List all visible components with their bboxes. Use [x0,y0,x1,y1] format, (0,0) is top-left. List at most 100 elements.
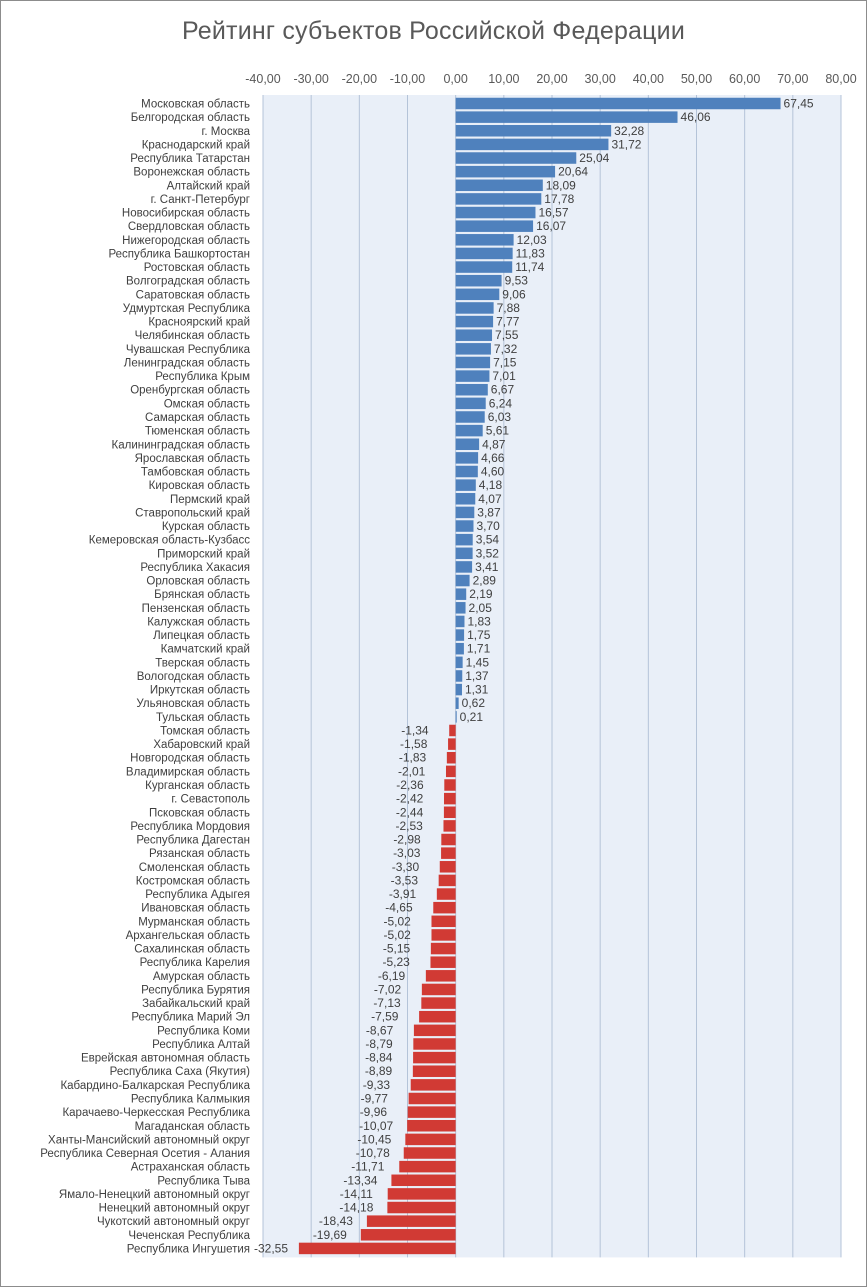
data-label: 20,64 [558,165,588,179]
data-label: -7,13 [373,996,401,1010]
category-label: Астраханская область [131,1162,250,1174]
bar [444,779,456,791]
category-label: Краснодарский край [142,139,250,151]
data-label: 7,15 [493,355,517,369]
bar [455,397,486,410]
category-label: Тульская область [156,712,250,724]
category-label: Республика Адыгея [145,889,250,901]
category-label: Алтайский край [167,180,250,192]
bar [455,520,474,532]
bar [455,479,476,491]
bar [431,929,456,941]
x-tick-label: -10,00 [390,72,425,86]
data-label: 7,55 [495,328,519,342]
data-label: 9,53 [505,274,529,288]
category-label: Республика Коми [157,1025,250,1037]
category-label: Калужская область [147,616,250,628]
category-label: Липецкая область [153,630,250,642]
data-label: -19,69 [313,1228,347,1242]
category-label: Курганская область [145,780,250,792]
category-label: Ненецкий автономный округ [99,1203,250,1215]
data-label: -8,84 [365,1051,393,1065]
data-label: 2,89 [473,574,497,588]
category-label: Республика Северная Осетия - Алания [40,1148,250,1160]
bar [399,1160,456,1173]
x-tick-label: 30,00 [585,72,616,86]
bar [455,533,473,546]
category-label: Омская область [164,398,250,410]
category-label: Тюменская область [145,426,250,438]
bar [455,165,556,178]
data-label: 32,28 [614,124,644,138]
data-label: 6,03 [488,410,512,424]
bar [419,1010,456,1023]
data-label: -4,65 [385,901,413,915]
data-label: 2,19 [469,587,493,601]
data-label: -2,36 [396,778,424,792]
data-label: -2,53 [395,819,423,833]
data-label: -9,96 [360,1105,388,1119]
chart-title: Рейтинг субъектов Российской Федерации [182,17,685,45]
bar [455,574,470,587]
category-label: Пермский край [170,494,250,506]
bar [455,274,502,287]
x-tick-label: 60,00 [729,72,760,86]
x-tick-label: 80,00 [825,72,856,86]
category-label: Республика Алтай [152,1039,250,1051]
category-label: Хабаровский край [153,739,250,751]
bar [448,738,456,750]
category-label: Челябинская область [135,330,250,342]
data-label: 1,71 [467,642,491,656]
data-label: 6,67 [491,383,515,397]
category-label: Забайкальский край [142,998,250,1010]
bar [443,806,456,819]
data-label: 1,75 [467,628,491,642]
bar [455,711,457,723]
data-label: -18,43 [319,1214,353,1228]
bar [403,1147,456,1159]
x-tick-label: -30,00 [293,72,328,86]
bar [455,656,463,669]
category-label: Ульяновская область [136,698,250,710]
data-label: 5,61 [486,424,510,438]
category-label: Приморский край [157,548,250,560]
data-label: -14,11 [340,1187,373,1201]
x-tick-label: 70,00 [777,72,808,86]
bar [455,506,475,519]
bar [455,97,781,110]
data-label: -1,34 [401,723,429,737]
category-label: Республика Марий Эл [131,1012,250,1024]
x-tick-label: -40,00 [245,72,280,86]
category-label: Новгородская область [130,753,250,765]
data-label: -5,02 [383,914,411,928]
bar [436,888,456,900]
data-label: 0,21 [460,710,484,724]
bar [455,547,473,560]
category-label: Чувашская Республика [126,344,251,356]
bar [455,697,459,709]
bar [455,411,485,423]
data-labels: 67,45 46,06 32,2831,7225,0420,6418,0917,78… [254,97,814,1256]
category-label: Мурманская область [138,916,250,928]
bar [455,234,514,246]
bar [455,302,494,314]
category-label: Костромская область [136,875,250,887]
data-label: -10,45 [357,1132,391,1146]
data-label: -7,59 [371,1010,399,1024]
data-label: -32,55 [254,1241,288,1255]
category-label: Томская область [160,725,250,737]
bar [405,1133,456,1146]
bar [421,997,456,1009]
category-label: Сахалинская область [134,944,250,956]
data-label: -13,34 [343,1173,377,1187]
category-label: Тамбовская область [141,467,250,479]
category-label: Воронежская область [133,167,250,179]
category-label: Свердловская область [128,221,250,233]
category-label: Ярославская область [135,453,250,465]
data-label: -10,78 [356,1146,390,1160]
bar [455,424,483,437]
bar [455,288,500,301]
bar [439,861,456,873]
